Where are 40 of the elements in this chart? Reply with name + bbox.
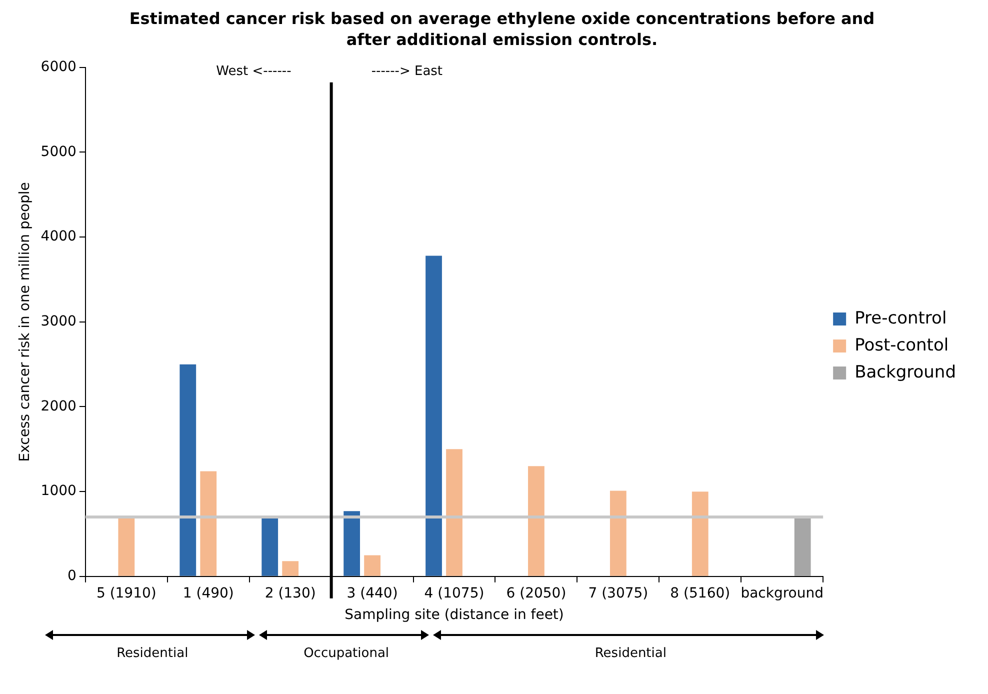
text: Residential <box>116 646 190 661</box>
legend-label: Pre-control <box>854 308 947 328</box>
x-tick-label: 7 (3075) <box>588 585 648 602</box>
y-tick-label: 4000 <box>40 228 76 245</box>
text: Residential <box>594 646 668 661</box>
bar <box>118 517 135 576</box>
y-tick-label: 3000 <box>40 314 76 330</box>
bar <box>426 256 442 576</box>
bar <box>364 555 380 576</box>
bar <box>528 466 544 576</box>
x-tick-label: 8 (5160) <box>670 585 730 602</box>
bar <box>200 471 217 576</box>
x-tick-label: background <box>740 585 824 602</box>
x-tick-label: 2 (130) <box>264 585 316 602</box>
bar <box>610 490 626 576</box>
y-tick-label: 0 <box>68 568 76 584</box>
x-tick-label: 5 (1910) <box>96 585 156 602</box>
bar <box>344 511 360 576</box>
y-tick-label: 5000 <box>40 144 76 160</box>
annotation: West <------ <box>216 64 292 79</box>
y-tick-label: 2000 <box>40 398 76 414</box>
bar <box>446 449 462 576</box>
y-tick-label: 6000 <box>40 59 76 76</box>
bar <box>180 364 196 576</box>
x-tick-label: 4 (1075) <box>424 585 484 602</box>
legend-label: Background <box>854 362 956 382</box>
annotation: ------> East <box>371 64 443 79</box>
bar <box>692 492 708 576</box>
text: Occupational <box>302 646 390 661</box>
x-tick-label: 3 (440) <box>346 585 398 602</box>
y-tick-label: 1000 <box>40 483 76 500</box>
bar <box>794 517 811 576</box>
x-tick-label: 6 (2050) <box>506 585 566 602</box>
bar <box>262 517 278 576</box>
y-axis-title: Excess cancer risk in one million people <box>17 182 34 462</box>
legend-label: Post-contol <box>854 335 949 356</box>
bar <box>282 561 299 576</box>
x-axis-title: Sampling site (distance in feet) <box>344 607 564 624</box>
x-tick-label: 1 (490) <box>182 585 234 602</box>
chart-title: Estimated cancer risk based on average ethylene oxide concentrations before and after additional emission controls. <box>128 8 876 51</box>
